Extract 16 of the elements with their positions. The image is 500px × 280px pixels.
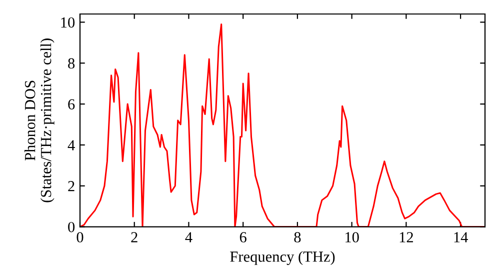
x-tick-label: 2: [131, 232, 138, 242]
y-tick-label: 0: [68, 222, 75, 232]
x-tick-label: 14: [454, 232, 468, 242]
x-tick-label: 12: [400, 232, 413, 242]
x-tick-label: 8: [294, 232, 301, 242]
x-axis-title: Frequency (THz): [230, 251, 335, 265]
x-tick-label: 4: [185, 232, 192, 242]
y-tick-label: 2: [68, 181, 74, 192]
y-axis-title: Phonon DOS (States/THz·primitive cell): [24, 38, 54, 202]
x-tick-label: 10: [346, 232, 359, 242]
x-tick-label: 6: [240, 232, 246, 242]
y-tick-label: 8: [68, 58, 75, 69]
y-tick-label: 6: [68, 99, 75, 110]
x-tick-label: 0: [76, 232, 84, 242]
y-tick-label: 10: [61, 17, 75, 28]
y-tick-label: 4: [68, 140, 75, 150]
